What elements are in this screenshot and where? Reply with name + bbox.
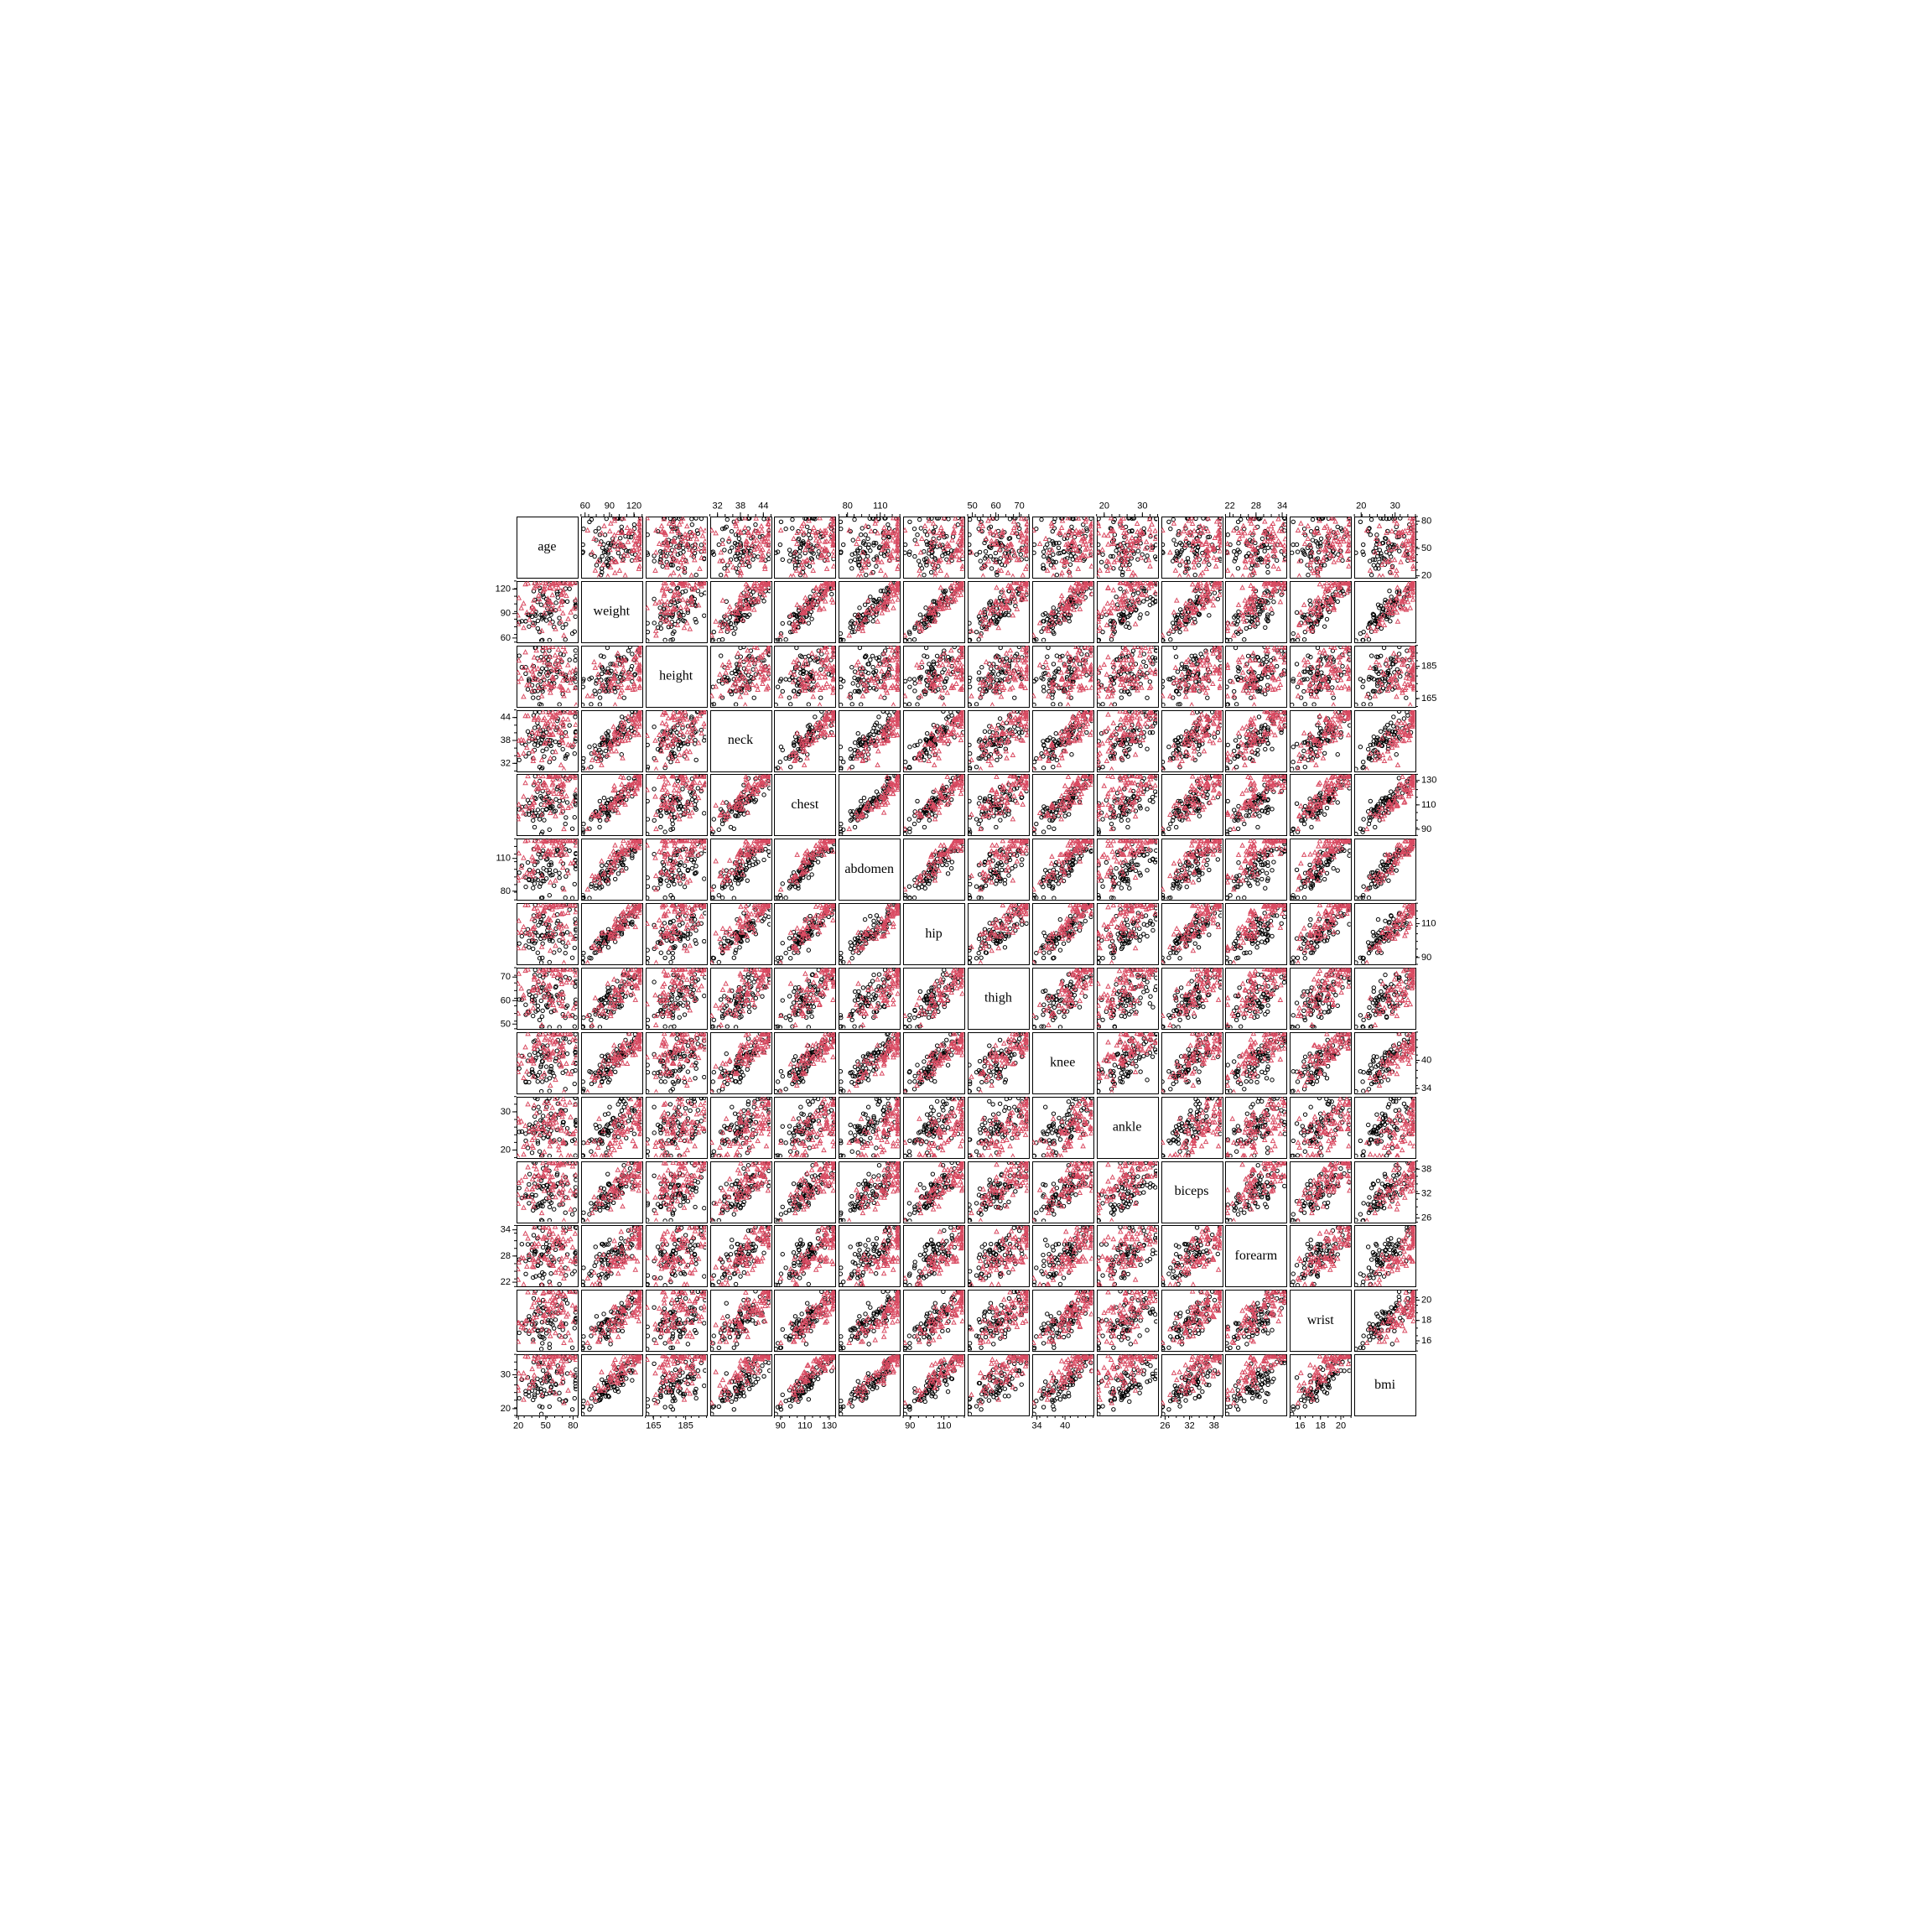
pairs-canvas bbox=[483, 483, 1449, 1449]
scatterplot-matrix bbox=[483, 483, 1449, 1449]
